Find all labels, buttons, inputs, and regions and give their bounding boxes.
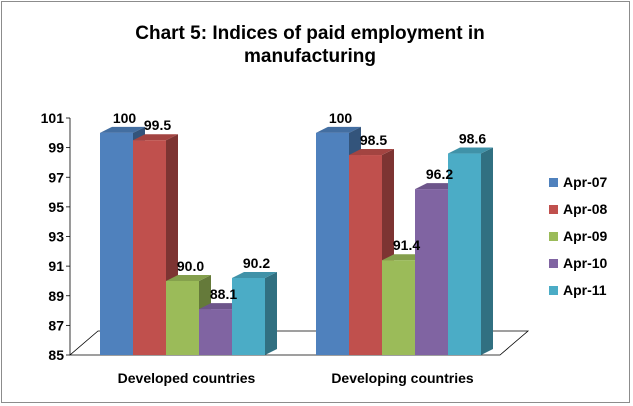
legend-swatch [549,259,558,268]
bar-side [481,147,493,355]
bar-top [316,126,361,133]
y-tick-label: 99 [48,140,64,156]
bar-front [232,277,265,355]
bar-front [415,189,448,355]
data-label: 100 [113,110,137,126]
legend: Apr-07 Apr-08 Apr-09 Apr-10 Apr-11 [549,174,608,298]
bar-front [316,132,349,355]
y-tick-label: 95 [48,199,64,215]
data-label: 99.5 [144,117,171,133]
data-label: 91.4 [393,237,420,253]
data-label: 100 [329,110,353,126]
bar-top [133,134,178,141]
legend-swatch [549,232,558,241]
data-label: 98.6 [459,131,486,147]
bar-top [100,126,145,133]
y-axis: 85 87 89 91 93 95 97 99 101 [41,110,71,363]
chart-title: Chart 5: Indices of paid employment in m… [60,22,560,68]
bar [448,147,493,355]
y-tick-label: 97 [48,169,64,185]
bar-front [382,260,415,355]
category-label: Developed countries [118,370,256,386]
y-tick-label: 87 [48,317,64,333]
legend-swatch [549,205,558,214]
y-tick-label: 91 [48,258,64,274]
bar-front [199,309,232,355]
bar-group [100,126,493,355]
bar-front [133,140,166,355]
chart-title-line1: Chart 5: Indices of paid employment in [135,23,485,44]
bar-top [166,274,211,281]
data-label: 90.2 [243,255,270,271]
legend-label: Apr-11 [563,282,607,298]
y-tick-label: 89 [48,288,64,304]
data-label: 88.1 [210,286,237,302]
data-label: 96.2 [426,166,453,182]
legend-label: Apr-07 [563,174,608,190]
chart-title-line2: manufacturing [244,46,376,67]
bar [133,134,178,355]
category-label: Developing countries [331,370,474,386]
y-tick-label: 101 [41,110,65,126]
bar [232,271,277,355]
legend-label: Apr-08 [563,201,608,217]
value-labels: 100 100 99.5 98.5 90.0 91.4 88.1 96.2 90.2 98.6 [113,110,487,302]
x-axis-labels: Developed countries Developing countries [118,370,474,386]
bar-front [349,155,382,355]
legend-label: Apr-10 [563,255,608,271]
legend-swatch [549,178,558,187]
bar-top [349,149,394,156]
y-tick-label: 93 [48,229,64,245]
bar-front [166,280,199,355]
bar-front [448,153,481,355]
legend-swatch [549,286,558,295]
bar-front [100,132,133,355]
y-tick-label: 85 [48,347,64,363]
bar-top [448,147,493,154]
bar-side [265,271,277,355]
bar-top [232,271,277,278]
data-label: 98.5 [360,132,387,148]
data-label: 90.0 [177,258,204,274]
legend-label: Apr-09 [563,228,608,244]
